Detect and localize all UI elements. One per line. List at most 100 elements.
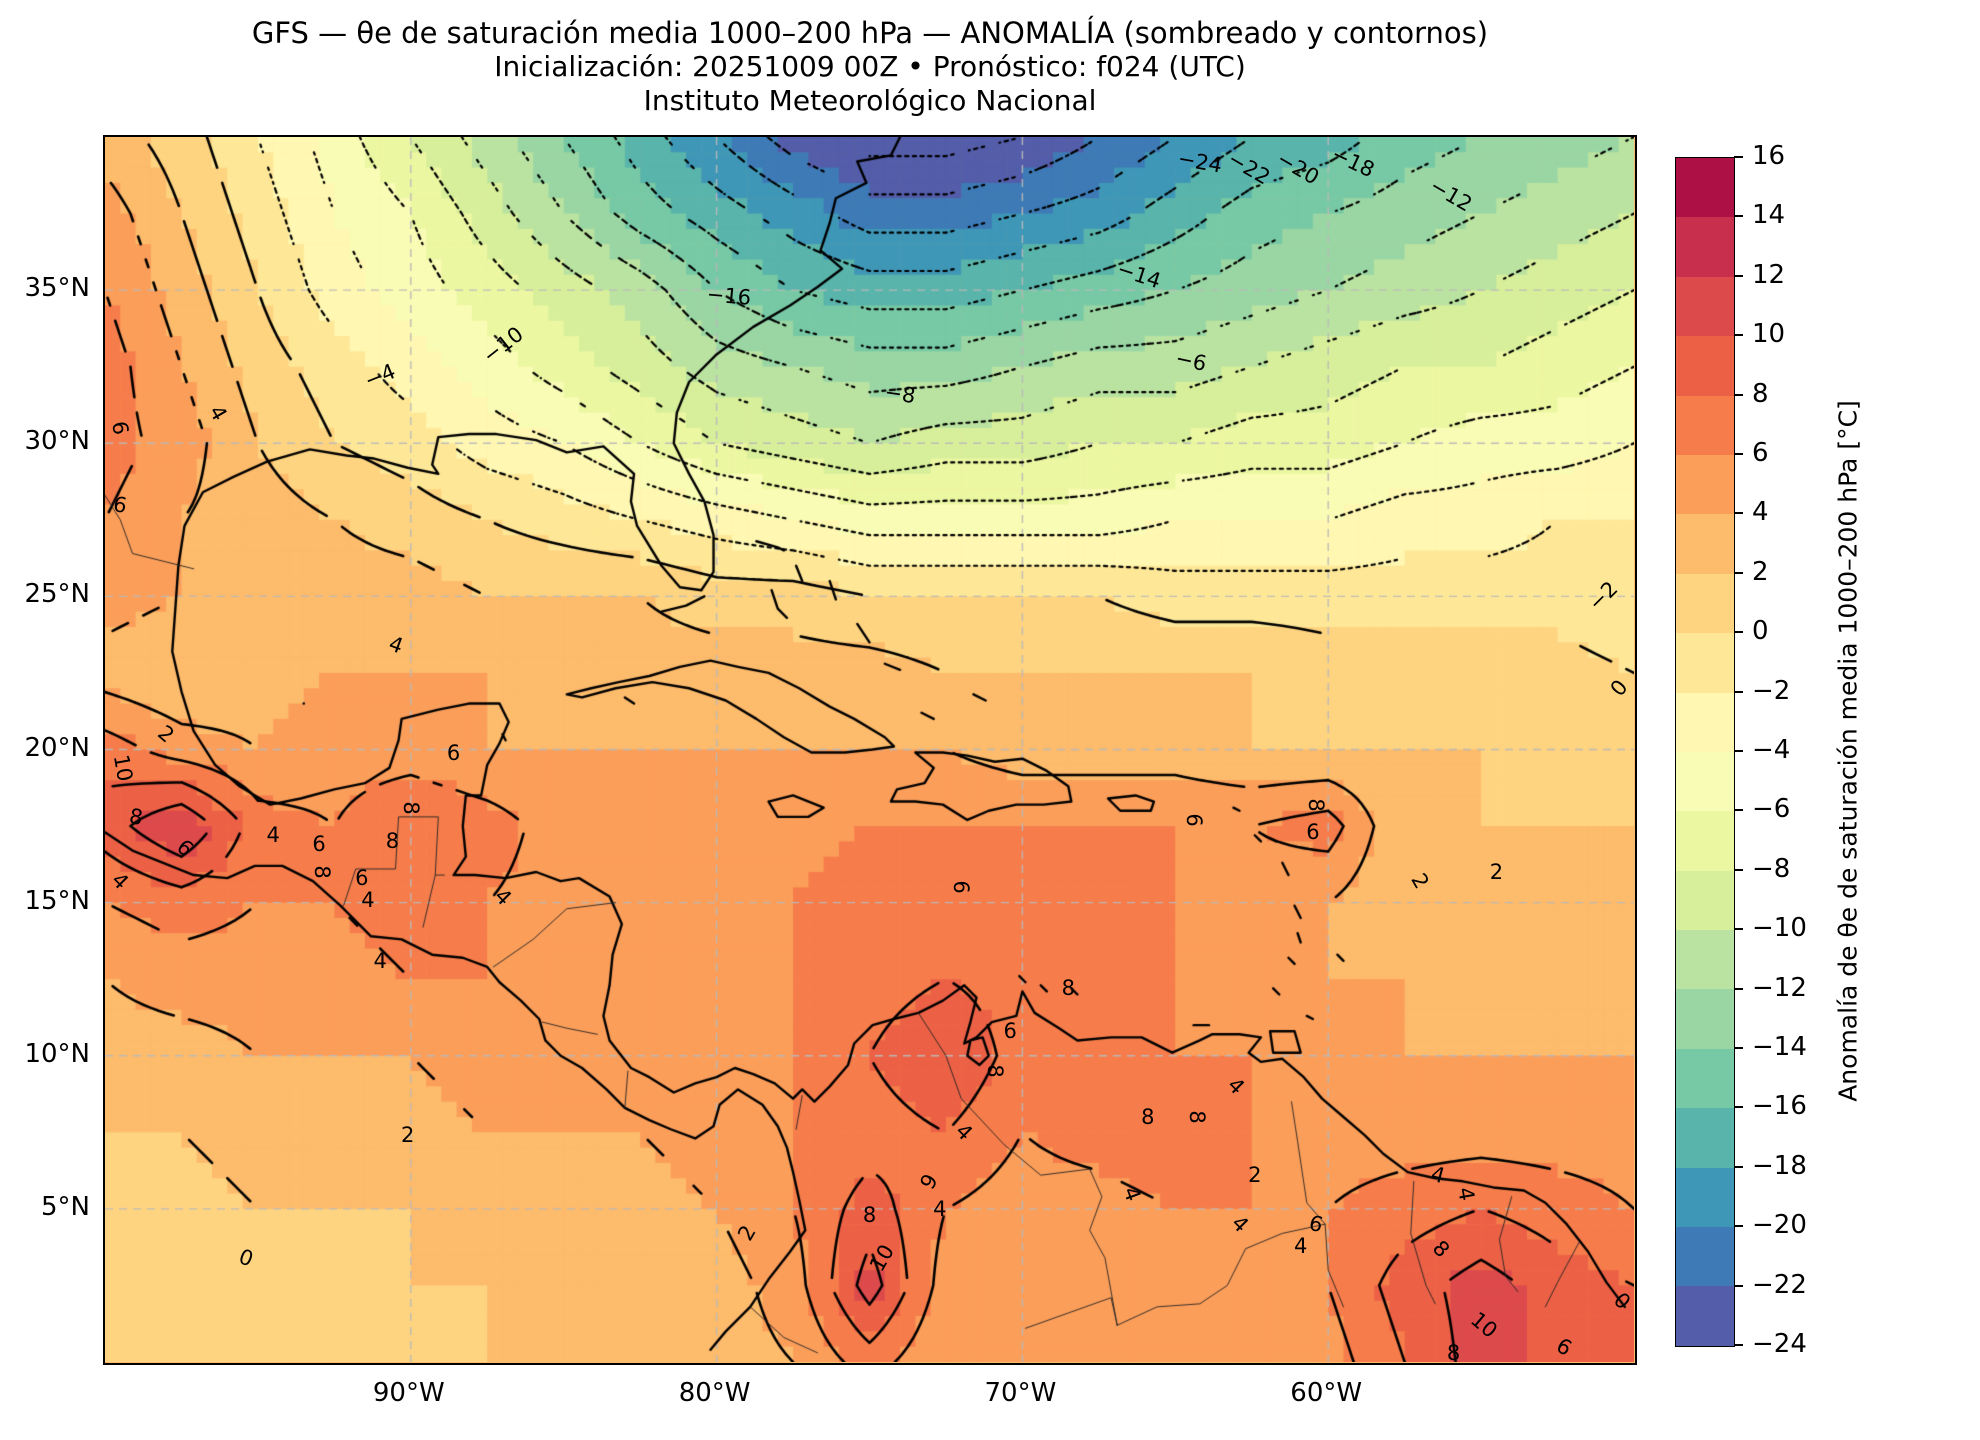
contour-label: 6 <box>949 880 974 894</box>
colorbar-tickmark <box>1734 274 1743 277</box>
colorbar-tickmark <box>1734 987 1743 990</box>
y-tick-label: 20°N <box>24 732 90 763</box>
colorbar-tickmark <box>1734 868 1743 871</box>
colorbar-tick-label: −8 <box>1752 853 1791 884</box>
colorbar-tickmark <box>1734 690 1743 693</box>
colorbar-tick-label: 10 <box>1752 319 1786 350</box>
colorbar-segment <box>1676 1048 1734 1109</box>
contour-label: 2 <box>1489 860 1504 884</box>
colorbar-tick-label: −24 <box>1752 1329 1807 1359</box>
contour-label: 4 <box>1293 1233 1308 1258</box>
y-tick-label: 15°N <box>24 885 90 916</box>
colorbar-segment <box>1676 336 1734 396</box>
x-tick-label: 90°W <box>372 1378 445 1408</box>
colorbar-tickmark <box>1734 1284 1743 1287</box>
contour-label: 2 <box>1248 1163 1262 1188</box>
contour-label: 8 <box>1446 1340 1461 1365</box>
map-panel: −24 −22 −20 −18 −12 −16 −14 −10 −6 −4 −8 −2 0 2 4 6 6 10 8… <box>103 135 1637 1365</box>
colorbar-tick-label: 12 <box>1752 259 1786 290</box>
colorbar-tick-label: −16 <box>1752 1091 1807 1122</box>
colorbar-tick-label: 2 <box>1752 556 1769 587</box>
x-tick-label: 80°W <box>678 1378 751 1408</box>
x-tick-label: 70°W <box>984 1378 1057 1408</box>
colorbar-segment <box>1676 1167 1734 1228</box>
chart-title: GFS — θe de saturación media 1000–200 hP… <box>251 16 1489 50</box>
contour-label: 6 <box>355 866 369 891</box>
colorbar-tickmark <box>1734 453 1743 455</box>
colorbar-segment <box>1676 514 1734 574</box>
colorbar-tickmark <box>1734 156 1743 158</box>
colorbar-tickmark <box>1734 1225 1743 1228</box>
colorbar-segment <box>1676 633 1734 693</box>
contour-label: 4 <box>933 1196 947 1221</box>
colorbar-tickmark <box>1734 215 1743 218</box>
colorbar-segment <box>1676 751 1734 812</box>
colorbar-tick-label: 6 <box>1752 438 1769 468</box>
contour-label: 6 <box>1306 820 1320 845</box>
figure-titles: GFS — θe de saturación media 1000–200 hP… <box>103 16 1637 118</box>
contour-label: −8 <box>883 380 918 409</box>
contour-label: 4 <box>361 887 375 912</box>
colorbar-tick-label: 0 <box>1752 616 1769 647</box>
y-tick-label: 25°N <box>24 579 90 610</box>
y-tick-label: 10°N <box>24 1038 90 1069</box>
colorbar-tickmark <box>1734 571 1743 574</box>
colorbar-tickmark <box>1734 750 1743 752</box>
colorbar-tick-label: 16 <box>1752 141 1786 171</box>
colorbar-tick-label: −18 <box>1752 1150 1807 1181</box>
contour-label: 8 <box>1303 797 1328 812</box>
y-tick-label: 30°N <box>24 426 90 457</box>
colorbar-tick-label: −22 <box>1752 1269 1807 1300</box>
colorbar-segment <box>1676 158 1734 218</box>
colorbar-segment <box>1676 930 1734 990</box>
contour-label: 10 <box>109 752 138 784</box>
colorbar-segment <box>1676 276 1734 337</box>
colorbar-segment <box>1676 1108 1734 1168</box>
colorbar-tickmark <box>1734 512 1743 515</box>
colorbar <box>1675 157 1735 1347</box>
colorbar-segment <box>1676 870 1734 931</box>
colorbar-segment <box>1676 573 1734 634</box>
colorbar-segment <box>1676 811 1734 871</box>
colorbar-tick-label: 14 <box>1752 200 1786 231</box>
contour-label: 6 <box>446 740 461 765</box>
colorbar-tick-label: −6 <box>1752 794 1791 825</box>
contour-label: 8 <box>1141 1105 1155 1129</box>
contour-label: 4 <box>266 823 280 848</box>
contour-label: 2 <box>401 1123 415 1148</box>
colorbar-tickmark <box>1734 1106 1743 1109</box>
contour-label: 6 <box>1003 1019 1017 1044</box>
colorbar-tickmark <box>1734 928 1743 931</box>
colorbar-tick-label: 4 <box>1752 497 1769 528</box>
colorbar-segment <box>1676 989 1734 1049</box>
contour-label: 8 <box>1061 976 1075 1001</box>
colorbar-tick-label: 8 <box>1752 378 1769 409</box>
anomaly-map-canvas <box>105 137 1634 1362</box>
colorbar-tick-label: −12 <box>1752 972 1807 1003</box>
colorbar-tick-label: −4 <box>1752 735 1791 765</box>
contour-label: 4 <box>373 948 387 973</box>
chart-institution: Instituto Meteorológico Nacional <box>643 84 1097 117</box>
colorbar-tickmark <box>1734 809 1743 812</box>
colorbar-tick-label: −10 <box>1752 913 1807 944</box>
y-tick-label: 35°N <box>24 273 90 304</box>
contour-label: 6 <box>1181 813 1206 827</box>
colorbar-tickmark <box>1734 1344 1743 1346</box>
contour-label: 8 <box>862 1203 877 1227</box>
contour-label: −16 <box>705 282 752 311</box>
contour-label: 8 <box>310 865 335 879</box>
colorbar-label: Anomalía de θe de saturación media 1000–… <box>1833 400 1863 1102</box>
colorbar-tickmark <box>1734 1047 1743 1049</box>
colorbar-tickmark <box>1734 334 1743 337</box>
colorbar-tickmark <box>1734 631 1743 634</box>
contour-label: 8 <box>1184 1110 1209 1124</box>
colorbar-segment <box>1676 1227 1734 1287</box>
colorbar-tickmark <box>1734 1165 1743 1168</box>
colorbar-segment <box>1676 1286 1734 1346</box>
contour-label: 8 <box>385 829 400 854</box>
colorbar-tick-label: −14 <box>1752 1032 1807 1062</box>
chart-subtitle-init-forecast: Inicialización: 20251009 00Z • Pronóstic… <box>494 50 1246 83</box>
y-tick-label: 5°N <box>41 1191 90 1222</box>
contour-label: 8 <box>398 801 423 815</box>
